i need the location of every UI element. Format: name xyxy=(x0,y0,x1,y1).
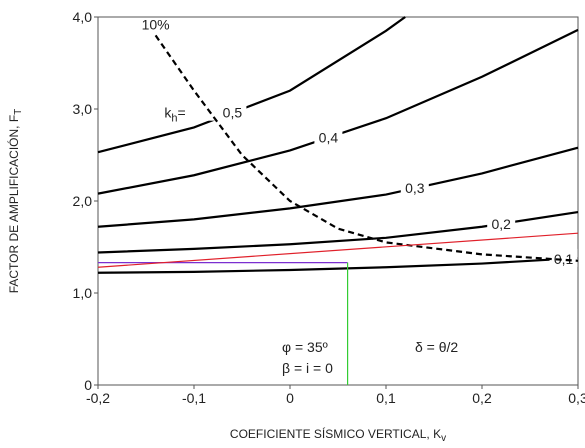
kh-sub: h xyxy=(171,113,177,125)
label-bg xyxy=(487,213,516,232)
curve-label: 10% xyxy=(142,16,170,32)
label-bg xyxy=(400,178,429,197)
curve xyxy=(97,16,406,154)
label-bg xyxy=(218,102,247,121)
curve-label: 0,4 xyxy=(319,130,339,146)
curve-label: 0,1 xyxy=(554,251,574,267)
y-tick-label: 4,0 xyxy=(73,9,93,25)
kh-k: k xyxy=(164,105,172,121)
kh-eq: = xyxy=(178,105,186,121)
annotation: φ = 35º xyxy=(282,339,328,355)
annotation: δ = θ/2 xyxy=(415,339,458,355)
label-bg xyxy=(182,102,221,121)
label-bg xyxy=(549,248,578,267)
dashed-curve xyxy=(154,34,579,262)
x-tick-label: 0,1 xyxy=(376,390,396,406)
y-label-sub: T xyxy=(13,109,24,115)
annotation: β = i = 0 xyxy=(282,360,333,376)
label-bg xyxy=(314,127,343,146)
curve xyxy=(97,146,579,228)
x-label-sub: v xyxy=(441,433,446,443)
y-tick-label: 0 xyxy=(84,377,92,393)
x-label-text: COEFICIENTE SÍSMICO VERTICAL, K xyxy=(230,426,441,441)
y-tick-label: 3,0 xyxy=(73,101,93,117)
curve-label: 0,3 xyxy=(405,180,425,196)
x-tick-label: -0,2 xyxy=(86,390,110,406)
curve-label: kh= xyxy=(164,105,185,125)
x-tick-label: -0,1 xyxy=(182,390,206,406)
x-axis-label: COEFICIENTE SÍSMICO VERTICAL, Kv xyxy=(230,426,446,443)
x-tick-label: 0,3 xyxy=(568,390,585,406)
y-tick-label: 1,0 xyxy=(73,285,93,301)
curve-label: 0,5 xyxy=(223,105,243,121)
x-tick-label: 0,2 xyxy=(472,390,492,406)
y-tick-label: 2,0 xyxy=(73,193,93,209)
y-label-text: FACTOR DE AMPLIFICACIÓN, F xyxy=(6,115,21,293)
x-tick-label: 0 xyxy=(286,390,294,406)
curve xyxy=(97,256,579,274)
curve xyxy=(97,232,579,268)
y-axis-label: FACTOR DE AMPLIFICACIÓN, FT xyxy=(6,109,24,294)
curve-label: 0,2 xyxy=(491,216,511,232)
